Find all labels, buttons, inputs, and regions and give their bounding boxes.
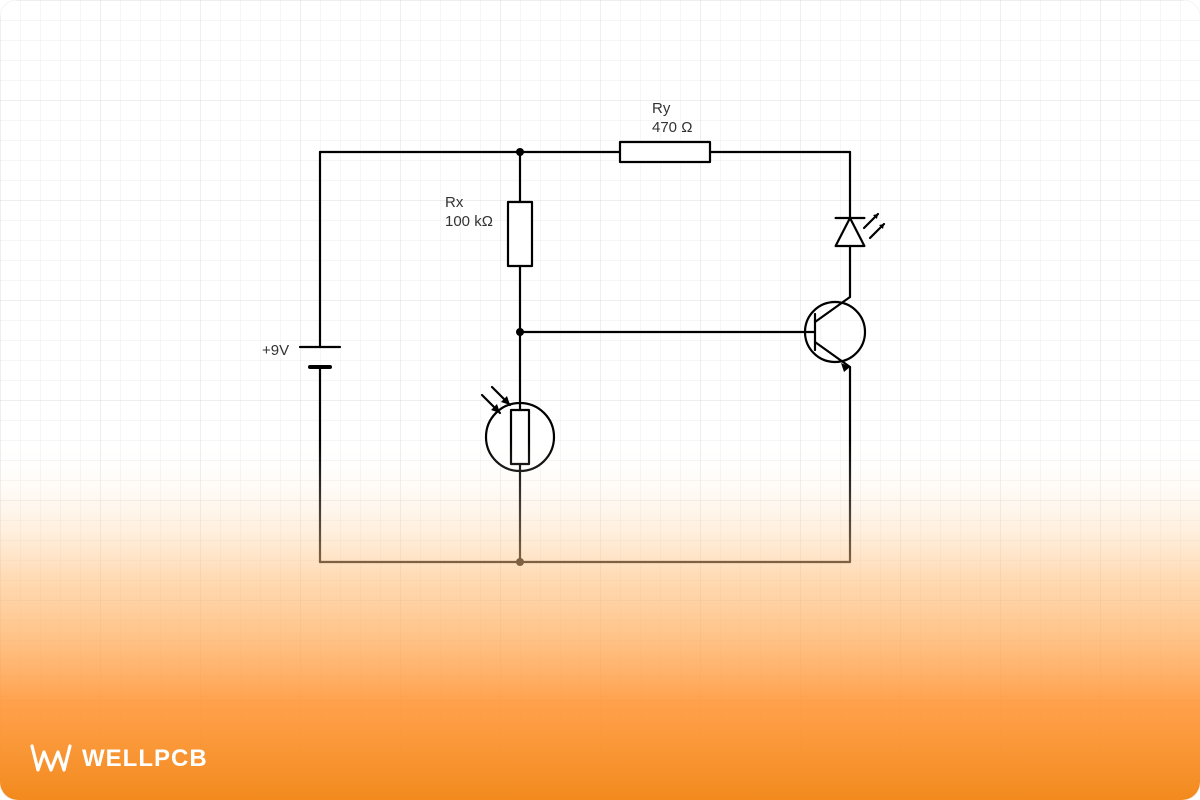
brand-logo-icon — [30, 742, 72, 776]
rx-label: Rx 100 kΩ — [445, 194, 493, 232]
rx-name: Rx — [445, 194, 463, 211]
circuit-schematic: +9V Rx 100 kΩ Ry 470 Ω — [260, 42, 940, 622]
brand-name: WELLPCB — [82, 745, 208, 773]
ry-value: 470 Ω — [652, 119, 692, 136]
rx-value: 100 kΩ — [445, 213, 493, 230]
diagram-card: +9V Rx 100 kΩ Ry 470 Ω WELLPCB — [0, 0, 1200, 800]
schematic-svg — [260, 42, 940, 622]
brand-logo: WELLPCB — [30, 742, 208, 776]
ry-label: Ry 470 Ω — [652, 100, 692, 138]
ry-name: Ry — [652, 100, 670, 117]
battery-label: +9V — [262, 342, 289, 361]
